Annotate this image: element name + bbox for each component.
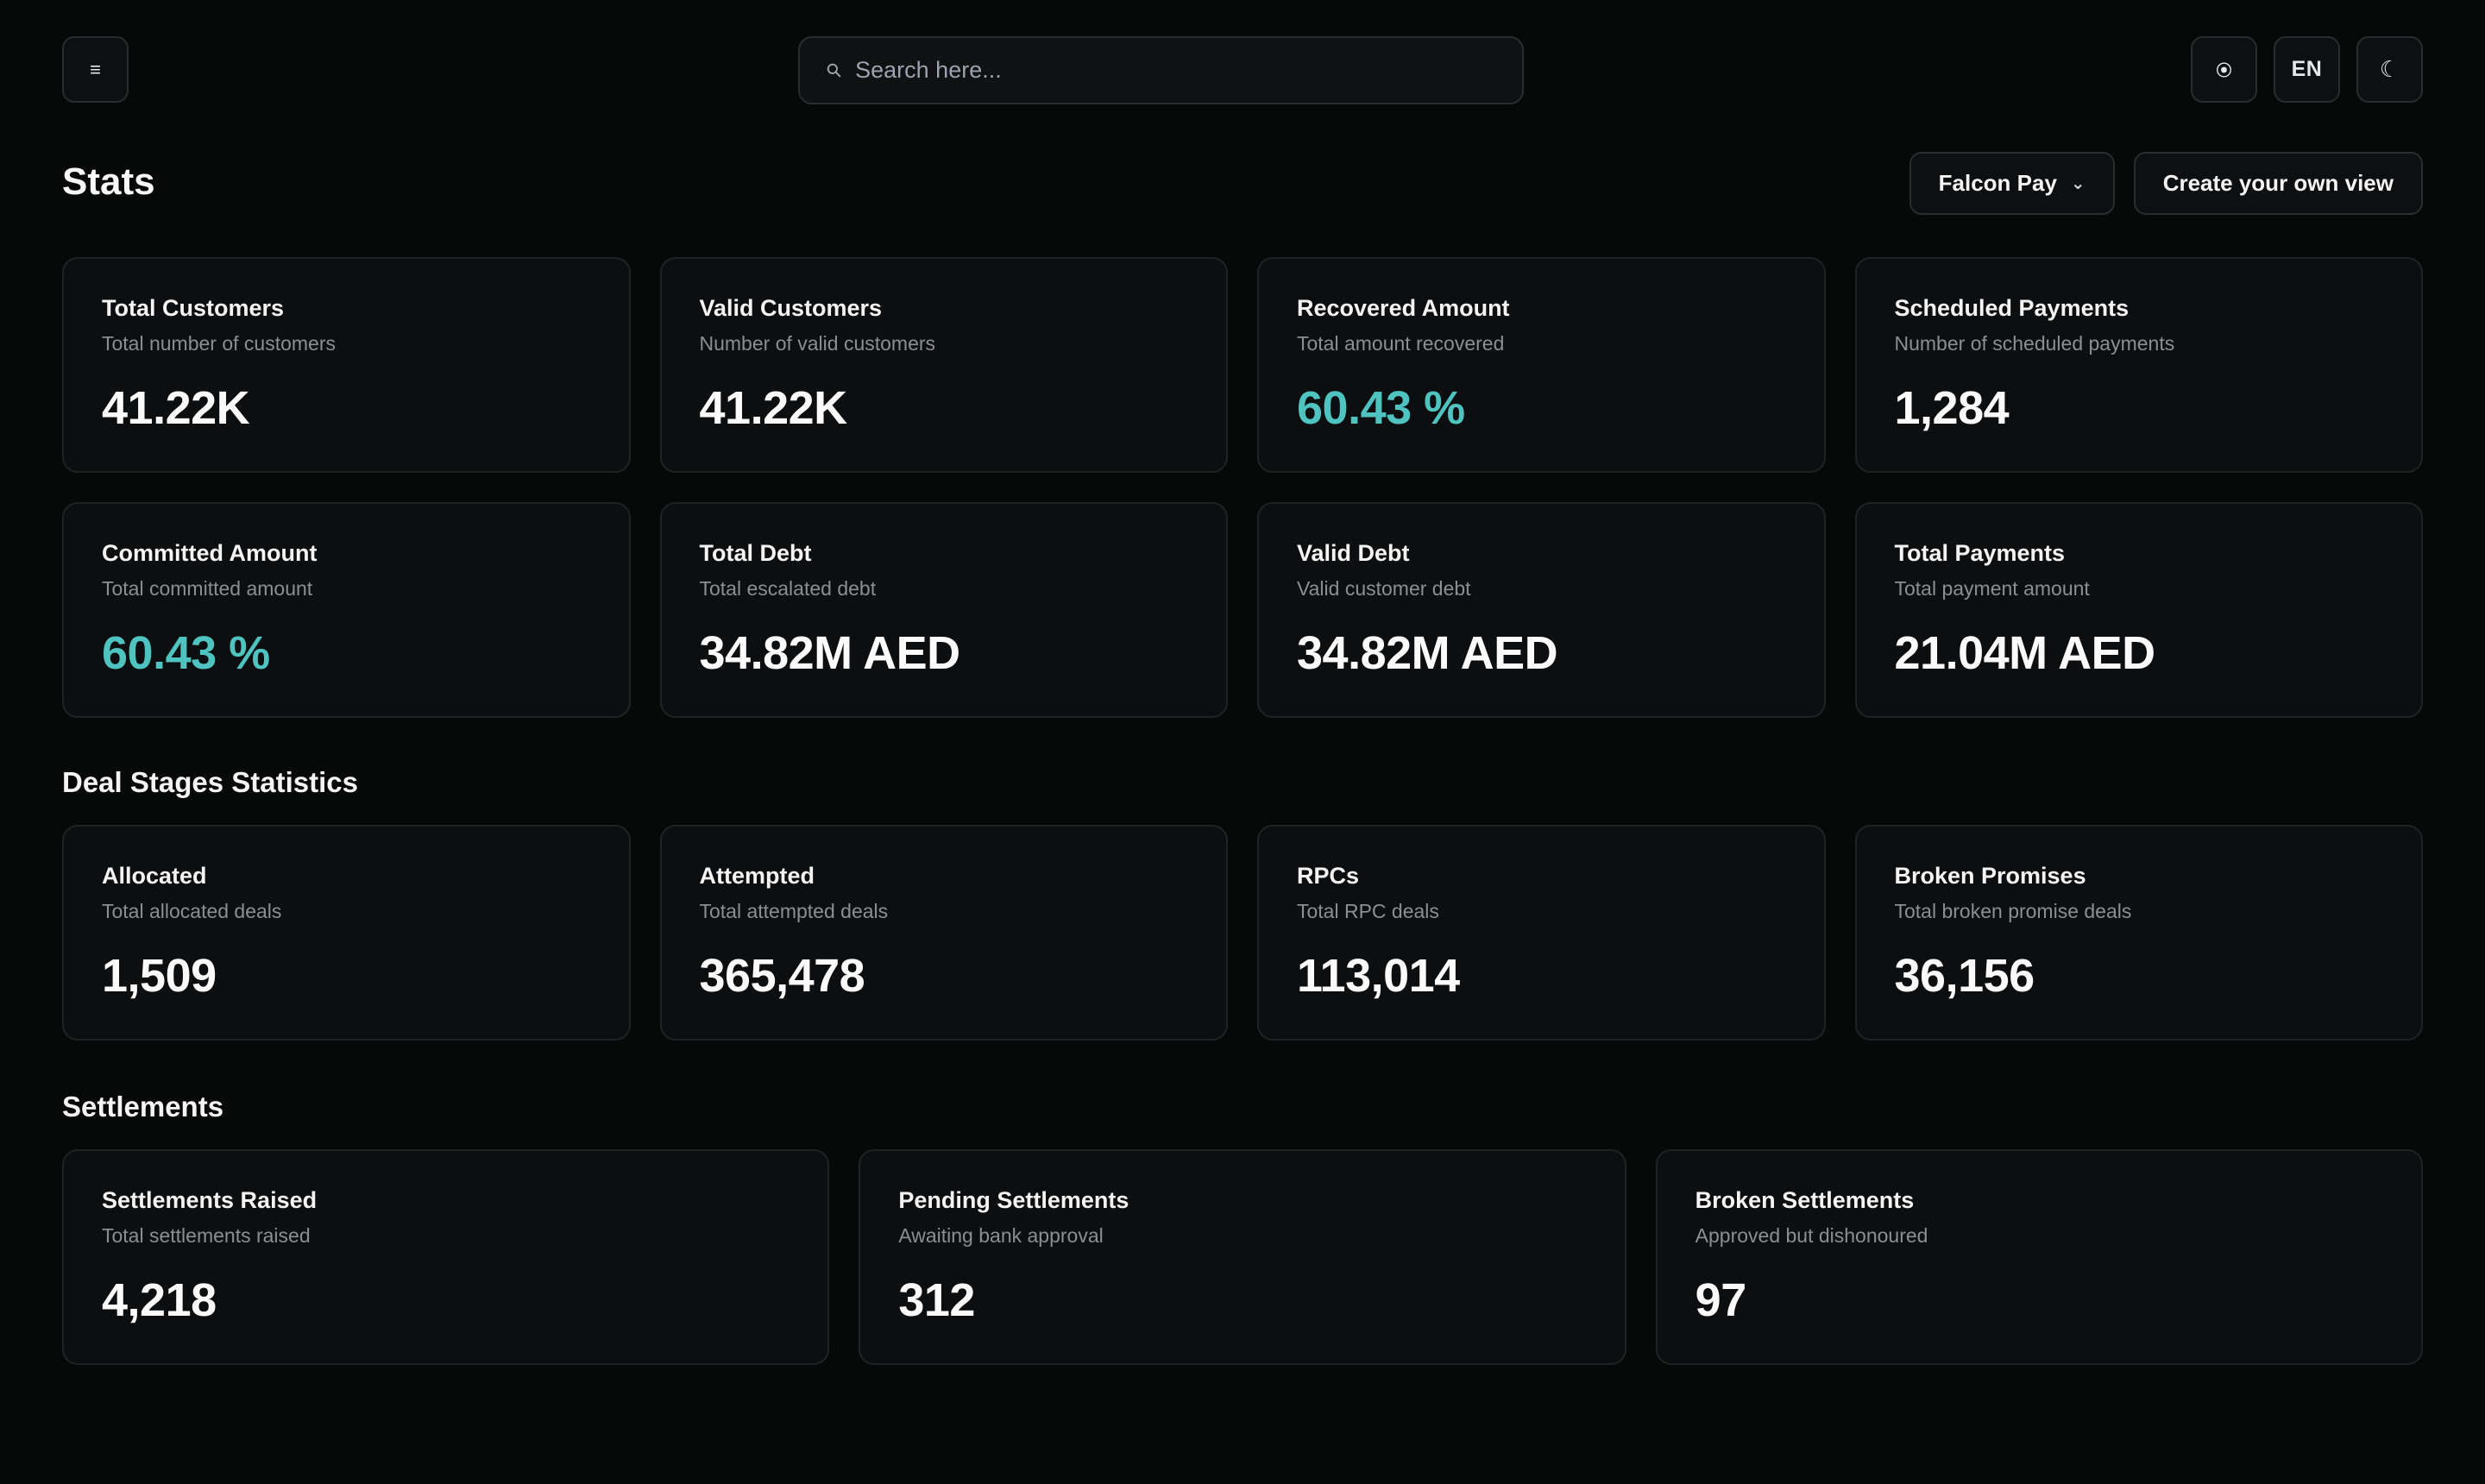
view-select-label: Falcon Pay	[1938, 170, 2057, 196]
card-value: 34.82M AED	[1297, 627, 1558, 679]
card-value: 21.04M AED	[1894, 627, 2156, 679]
deal-card-allocated: Allocated Total allocated deals 1,509	[62, 825, 631, 1041]
card-value: 60.43 %	[102, 627, 270, 679]
card-subtitle: Total amount recovered	[1297, 332, 1505, 355]
menu-button[interactable]: ≡	[62, 36, 129, 103]
card-value: 312	[898, 1274, 975, 1326]
card-subtitle: Total RPC deals	[1297, 900, 1439, 922]
theme-toggle-button[interactable]: ☾	[2356, 36, 2423, 103]
create-view-label: Create your own view	[2162, 170, 2394, 196]
settlement-card-broken: Broken Settlements Approved but dishonou…	[1655, 1149, 2423, 1365]
view-select[interactable]: Falcon Pay ⌄	[1909, 152, 2115, 215]
card-value: 34.82M AED	[699, 627, 961, 679]
settlement-card-raised: Settlements Raised Total settlements rai…	[62, 1149, 830, 1365]
chevron-down-icon: ⌄	[2070, 174, 2086, 193]
page-title: Stats	[62, 160, 155, 203]
deal-stages-grid: Allocated Total allocated deals 1,509 At…	[62, 825, 2423, 1041]
card-title: Allocated	[102, 863, 207, 889]
search-input[interactable]: Search here...	[855, 57, 1002, 83]
card-title: Valid Customers	[699, 295, 883, 321]
card-title: Attempted	[699, 863, 815, 889]
status-icon: ⦿	[2216, 61, 2232, 79]
card-subtitle: Total broken promise deals	[1894, 900, 2132, 922]
card-subtitle: Total number of customers	[102, 332, 337, 355]
language-label: EN	[2291, 57, 2323, 81]
language-button[interactable]: EN	[2274, 36, 2340, 103]
header-actions: Falcon Pay ⌄ Create your own view	[1909, 152, 2423, 215]
card-title: Pending Settlements	[898, 1187, 1129, 1213]
card-value: 41.22K	[102, 382, 250, 434]
card-value: 365,478	[699, 950, 865, 1002]
card-title: Broken Promises	[1894, 863, 2086, 889]
menu-icon: ≡	[90, 58, 101, 80]
stat-card-total-customers: Total Customers Total number of customer…	[62, 257, 631, 473]
card-value: 1,284	[1894, 382, 2010, 434]
card-title: Total Customers	[102, 295, 285, 321]
stat-card-valid-debt: Valid Debt Valid customer debt 34.82M AE…	[1257, 502, 1826, 718]
card-value: 36,156	[1894, 950, 2035, 1002]
top-bar: ≡ ⚲ Search here... ⦿ EN ☾	[62, 36, 2423, 104]
card-subtitle: Total settlements raised	[102, 1224, 311, 1247]
deal-card-broken-promises: Broken Promises Total broken promise dea…	[1854, 825, 2423, 1041]
card-subtitle: Total escalated debt	[699, 577, 877, 600]
card-value: 1,509	[102, 950, 217, 1002]
card-subtitle: Valid customer debt	[1297, 577, 1471, 600]
card-title: Broken Settlements	[1695, 1187, 1915, 1213]
stat-card-total-debt: Total Debt Total escalated debt 34.82M A…	[659, 502, 1228, 718]
card-title: RPCs	[1297, 863, 1360, 889]
settlements-title: Settlements	[62, 1091, 224, 1122]
card-title: Total Payments	[1894, 540, 2066, 566]
deal-stages-title: Deal Stages Statistics	[62, 766, 358, 798]
card-value: 97	[1695, 1274, 1747, 1326]
stat-card-total-payments: Total Payments Total payment amount 21.0…	[1854, 502, 2423, 718]
card-value: 113,014	[1297, 950, 1460, 1002]
card-subtitle: Total attempted deals	[699, 900, 889, 922]
card-subtitle: Number of valid customers	[699, 332, 936, 355]
card-title: Valid Debt	[1297, 540, 1410, 566]
card-title: Recovered Amount	[1297, 295, 1510, 321]
card-subtitle: Number of scheduled payments	[1894, 332, 2175, 355]
deal-card-attempted: Attempted Total attempted deals 365,478	[659, 825, 1228, 1041]
card-subtitle: Approved but dishonoured	[1695, 1224, 1928, 1247]
stat-card-recovered-amount: Recovered Amount Total amount recovered …	[1257, 257, 1826, 473]
card-subtitle: Awaiting bank approval	[898, 1224, 1104, 1247]
card-subtitle: Total committed amount	[102, 577, 313, 600]
card-value: 41.22K	[699, 382, 848, 434]
card-title: Committed Amount	[102, 540, 318, 566]
search-bar[interactable]: ⚲ Search here...	[798, 36, 1524, 104]
settlement-card-pending: Pending Settlements Awaiting bank approv…	[859, 1149, 1626, 1365]
card-value: 60.43 %	[1297, 382, 1465, 434]
create-view-button[interactable]: Create your own view	[2133, 152, 2423, 215]
card-title: Scheduled Payments	[1894, 295, 2130, 321]
stats-grid: Total Customers Total number of customer…	[62, 257, 2423, 718]
moon-icon: ☾	[2379, 56, 2400, 82]
card-subtitle: Total allocated deals	[102, 900, 282, 922]
settlements-grid: Settlements Raised Total settlements rai…	[62, 1149, 2423, 1365]
stat-card-scheduled-payments: Scheduled Payments Number of scheduled p…	[1854, 257, 2423, 473]
deal-card-rpcs: RPCs Total RPC deals 113,014	[1257, 825, 1826, 1041]
card-value: 4,218	[102, 1274, 217, 1326]
status-button[interactable]: ⦿	[2191, 36, 2257, 103]
search-icon: ⚲	[821, 57, 847, 83]
card-title: Settlements Raised	[102, 1187, 318, 1213]
stat-card-committed-amount: Committed Amount Total committed amount …	[62, 502, 631, 718]
stat-card-valid-customers: Valid Customers Number of valid customer…	[659, 257, 1228, 473]
card-subtitle: Total payment amount	[1894, 577, 2090, 600]
card-title: Total Debt	[699, 540, 812, 566]
